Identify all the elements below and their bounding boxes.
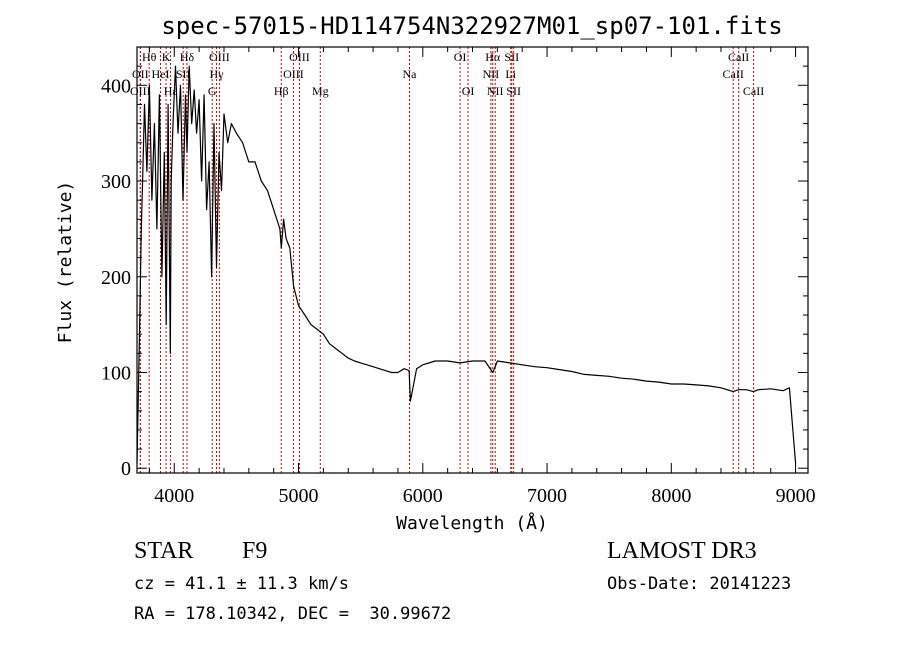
spectral-line-label: CaII	[728, 50, 749, 64]
spectral-line-label: Hγ	[210, 67, 225, 81]
redshift-velocity: cz = 41.1 ± 11.3 km/s	[134, 574, 349, 594]
y-tick-label: 200	[101, 267, 131, 289]
x-axis-label: Wavelength (Å)	[396, 512, 548, 534]
coordinates: RA = 178.10342, DEC = 30.99672	[134, 604, 452, 624]
x-tick-label: 8000	[651, 485, 691, 507]
x-tick-label: 5000	[279, 485, 319, 507]
object-subclass: F9	[242, 538, 268, 564]
spectral-line-label: OI	[454, 50, 467, 64]
spectral-line-label: HeI	[151, 67, 169, 81]
survey-name: LAMOST DR3	[607, 538, 757, 564]
spectral-line-label: OIII	[130, 84, 151, 98]
spectral-line-label: OI	[462, 84, 475, 98]
spectral-line-label: Hθ	[142, 50, 157, 64]
chart-title: spec-57015-HD114754N322927M01_sp07-101.f…	[161, 12, 782, 40]
spectral-line-label: SII	[176, 67, 191, 81]
observation-date: Obs-Date: 20141223	[607, 574, 792, 594]
spectral-line-label: OIII	[209, 50, 230, 64]
spectral-line-label: Mg	[312, 84, 329, 98]
spectral-line-label: CaII	[723, 67, 744, 81]
spectral-line-label: Hα	[485, 50, 501, 64]
spectral-line-label: G	[208, 84, 217, 98]
spectral-line-label: CaII	[743, 84, 764, 98]
spectral-line-label: SII	[506, 84, 521, 98]
x-tick-label: 6000	[403, 485, 443, 507]
spectral-line-label: OIII	[289, 50, 310, 64]
plot-frame	[136, 46, 809, 474]
y-tick-label: 0	[121, 458, 131, 480]
spectral-line-label: Hβ	[274, 84, 289, 98]
spectral-line-label: K	[162, 50, 171, 64]
x-tick-label: 4000	[154, 485, 194, 507]
spectral-line-label: OIII	[283, 67, 304, 81]
spectral-line-label: Na	[403, 67, 418, 81]
y-tick-label: 400	[101, 75, 131, 97]
spectral-line-label: Hε	[164, 84, 178, 98]
spectrum-series-line	[136, 65, 797, 464]
spectral-line-label: NII	[487, 84, 504, 98]
y-tick-label: 300	[101, 171, 131, 193]
series-layer	[136, 65, 797, 464]
x-tick-label: 9000	[776, 485, 816, 507]
spectral-line-label: Hδ	[180, 50, 195, 64]
x-tick-label: 7000	[527, 485, 567, 507]
y-axis-label: Flux (relative)	[55, 181, 76, 344]
axes-layer: 4000 5000 6000 7000 8000 9000 0 100 200 300 400	[101, 46, 816, 507]
spectral-line-label: Li	[505, 67, 516, 81]
spectral-line-label: NII	[483, 67, 500, 81]
y-tick-label: 100	[101, 362, 131, 384]
spectral-line-label: OII	[132, 67, 149, 81]
object-class: STAR	[134, 538, 194, 564]
spectrum-chart: spec-57015-HD114754N322927M01_sp07-101.f…	[55, 12, 816, 534]
spectral-line-label: SII	[504, 50, 519, 64]
